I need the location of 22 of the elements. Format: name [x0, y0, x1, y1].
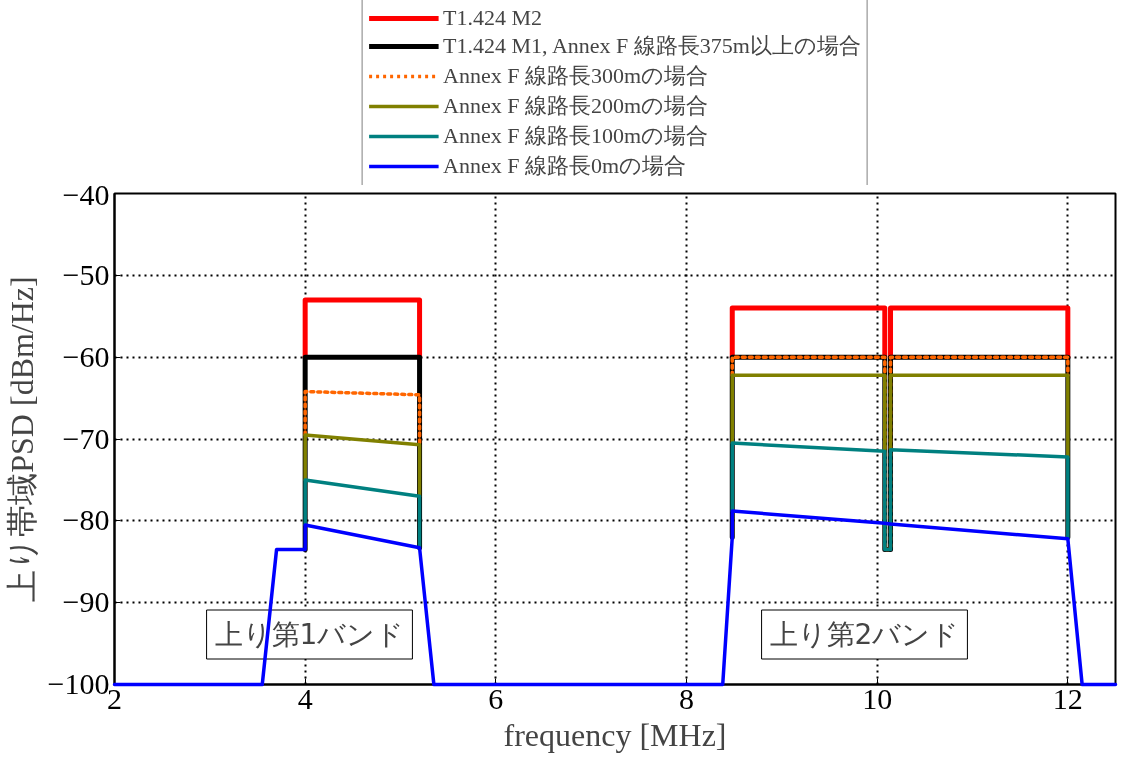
x-tick-label: 8	[679, 681, 694, 715]
legend-label: T1.424 M1, Annex F 線路長375m以上の場合	[443, 31, 861, 60]
x-tick-label: 10	[862, 681, 893, 715]
legend-label: Annex F 線路長300mの場合	[443, 61, 709, 90]
legend-label: T1.424 M2	[443, 4, 543, 31]
y-tick-label: −90	[62, 585, 110, 619]
x-tick-label: 6	[488, 681, 504, 715]
legend-label: Annex F 線路長0mの場合	[443, 151, 687, 180]
annotation: 上り第2バンド	[769, 618, 960, 651]
y-tick-label: −50	[62, 257, 110, 291]
y-tick-label: −80	[62, 503, 110, 537]
legend-label: Annex F 線路長200mの場合	[443, 91, 709, 120]
y-tick-label: −40	[62, 177, 110, 211]
x-tick-label: 4	[297, 681, 313, 715]
y-tick-label: −70	[62, 421, 110, 455]
x-tick-label: 12	[1052, 681, 1083, 715]
y-tick-label: −100	[47, 667, 110, 700]
legend-label: Annex F 線路長100mの場合	[443, 121, 709, 150]
annotation: 上り第1バンド	[214, 618, 405, 651]
y-axis-title: 上り帯域PSD [dBm/Hz]	[3, 276, 40, 602]
y-tick-label: −60	[62, 339, 110, 373]
x-axis-title: frequency [MHz]	[503, 716, 727, 753]
